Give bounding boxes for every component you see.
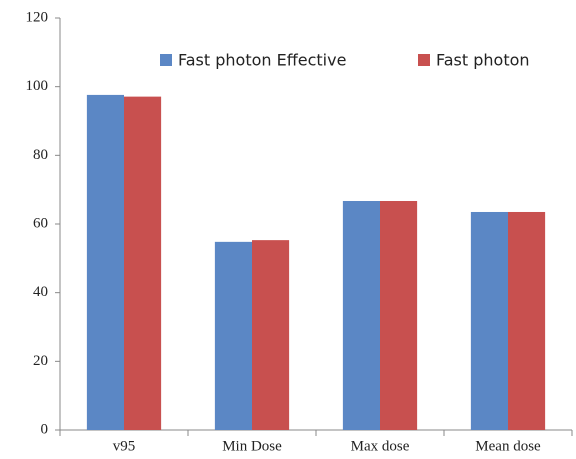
legend-swatch (418, 54, 430, 66)
x-tick-label: v95 (113, 438, 136, 454)
x-tick-label: Min Dose (222, 438, 282, 454)
y-tick-label: 100 (26, 78, 49, 94)
y-tick-label: 0 (41, 421, 49, 437)
bar (508, 211, 546, 430)
x-tick-label: Mean dose (475, 438, 541, 454)
y-tick-label: 120 (26, 9, 49, 25)
y-tick-label: 40 (33, 284, 48, 300)
legend-label: Fast photon (436, 51, 530, 70)
bar (124, 96, 162, 430)
legend-swatch (160, 54, 172, 66)
bar (214, 241, 252, 430)
bar (252, 240, 290, 430)
bar (380, 200, 418, 430)
x-tick-label: Max dose (351, 438, 410, 454)
y-tick-label: 20 (33, 353, 48, 369)
bar (86, 94, 124, 430)
y-tick-label: 60 (33, 215, 48, 231)
legend-label: Fast photon Effective (178, 51, 346, 70)
bar (470, 211, 508, 430)
y-tick-label: 80 (33, 147, 48, 163)
bar (342, 200, 380, 430)
